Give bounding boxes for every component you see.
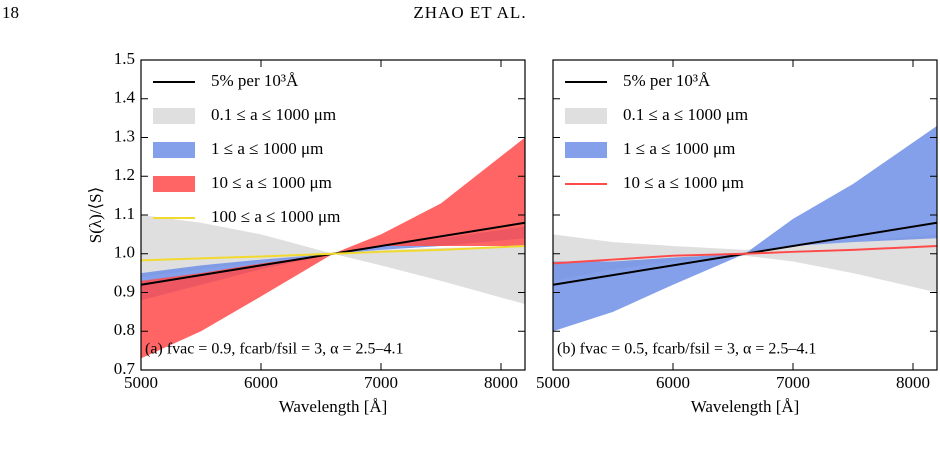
y-tick-label: 0.7 — [114, 359, 136, 378]
legend-label: 0.1 ≤ a ≤ 1000 μm — [623, 105, 748, 124]
legend-label: 1 ≤ a ≤ 1000 μm — [211, 139, 323, 158]
legend-label: 0.1 ≤ a ≤ 1000 μm — [211, 105, 336, 124]
x-tick-label: 8000 — [896, 373, 930, 392]
legend-swatch — [153, 108, 195, 124]
y-tick-label: 0.8 — [114, 320, 135, 339]
x-tick-label: 7000 — [364, 373, 398, 392]
band-area — [553, 234, 937, 293]
band-area — [553, 125, 937, 332]
series-line — [141, 245, 525, 262]
series-line — [553, 245, 937, 265]
plot-area — [141, 137, 525, 359]
legend-label: 100 ≤ a ≤ 1000 μm — [211, 207, 340, 226]
y-tick-label: 1.2 — [114, 165, 135, 184]
y-tick-label: 1.1 — [114, 204, 135, 223]
legend-label: 5% per 10³Å — [211, 71, 299, 90]
y-axis-label: S(λ)/⟨S⟩ — [86, 187, 105, 243]
legend-swatch — [153, 142, 195, 158]
legend-swatch — [565, 108, 607, 124]
plot-area — [553, 125, 937, 332]
legend-label: 10 ≤ a ≤ 1000 μm — [211, 173, 332, 192]
annotation: (a) fvac = 0.9, fcarb/fsil = 3, α = 2.5–… — [145, 341, 404, 358]
legend-label: 5% per 10³Å — [623, 71, 711, 90]
legend-swatch — [565, 142, 607, 158]
x-axis-label: Wavelength [Å] — [279, 397, 388, 416]
y-tick-label: 1.5 — [114, 49, 135, 68]
y-tick-label: 1.4 — [114, 88, 136, 107]
x-axis-label: Wavelength [Å] — [691, 397, 800, 416]
band-area — [141, 215, 525, 305]
page-number: 18 — [2, 3, 19, 22]
x-tick-label: 7000 — [776, 373, 810, 392]
x-tick-label: 8000 — [484, 373, 518, 392]
y-tick-label: 0.9 — [114, 281, 135, 300]
legend-label: 10 ≤ a ≤ 1000 μm — [623, 173, 744, 192]
annotation: (b) fvac = 0.5, fcarb/fsil = 3, α = 2.5–… — [557, 341, 816, 358]
running-head: ZHAO ET AL. — [413, 3, 526, 22]
y-tick-label: 1.3 — [114, 126, 135, 145]
legend-label: 1 ≤ a ≤ 1000 μm — [623, 139, 735, 158]
band-area — [141, 137, 525, 359]
x-tick-label: 5000 — [124, 373, 158, 392]
x-tick-label: 6000 — [656, 373, 690, 392]
legend-swatch — [153, 176, 195, 192]
x-tick-label: 5000 — [536, 373, 570, 392]
x-tick-label: 6000 — [244, 373, 278, 392]
y-tick-label: 1.0 — [114, 243, 135, 262]
